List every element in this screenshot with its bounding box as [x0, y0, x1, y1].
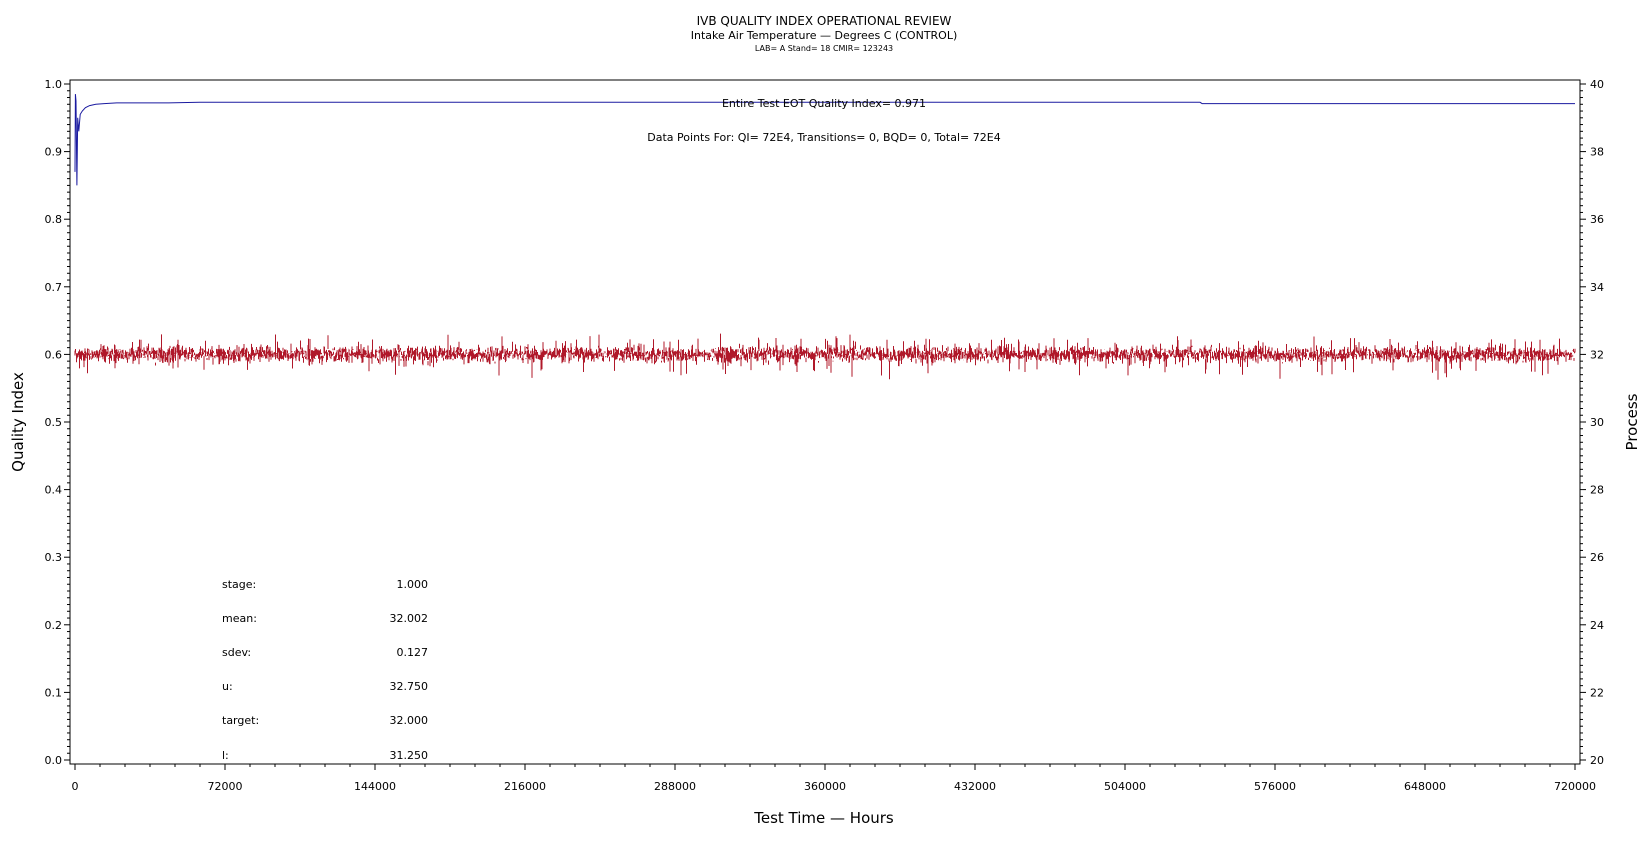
x-tick-label: 432000	[954, 780, 996, 793]
chart-subtitle: Intake Air Temperature — Degrees C (CONT…	[691, 29, 958, 42]
stat-label: l:	[222, 749, 229, 762]
y-tick-label: 0.6	[45, 348, 63, 361]
y-tick-label: 0.1	[45, 686, 63, 699]
y2-tick-label: 28	[1590, 484, 1604, 497]
left-axis-ticks: 0.0 0.1 0.2 0.3 0.4 0.5 0.6 0.7 0.8 0.9 1.0	[45, 78, 70, 767]
stats-block: stage: 1.000 mean: 32.002 sdev: 0.127 u: 32.750…	[222, 578, 428, 762]
quality-index-line	[74, 94, 1575, 186]
y2-axis-label: Process	[1623, 393, 1641, 450]
y-tick-label: 1.0	[45, 78, 63, 91]
quality-index-series	[74, 94, 1575, 186]
x-axis-label: Test Time — Hours	[753, 809, 894, 827]
stat-value: 32.002	[390, 612, 429, 625]
y2-tick-label: 20	[1590, 754, 1604, 767]
x-axis-ticks: 0 72000 144000 216000 288000 360000 432000 5040…	[72, 764, 1596, 793]
chart-subsubtitle: LAB= A Stand= 18 CMIR= 123243	[755, 44, 893, 53]
y2-tick-label: 38	[1590, 146, 1604, 159]
process-series	[74, 333, 1576, 380]
x-tick-label: 504000	[1104, 780, 1146, 793]
y2-tick-label: 30	[1590, 416, 1604, 429]
stat-label: sdev:	[222, 646, 251, 659]
x-tick-label: 216000	[504, 780, 546, 793]
y2-tick-label: 24	[1590, 619, 1604, 632]
y2-tick-label: 40	[1590, 78, 1604, 91]
stat-value: 32.750	[390, 680, 429, 693]
y2-tick-label: 32	[1590, 348, 1604, 361]
chart-title: IVB QUALITY INDEX OPERATIONAL REVIEW	[697, 14, 952, 28]
y-tick-label: 0.0	[45, 754, 63, 767]
stat-value: 31.250	[390, 749, 429, 762]
stat-label: target:	[222, 714, 259, 727]
stat-label: mean:	[222, 612, 257, 625]
y2-tick-label: 34	[1590, 281, 1604, 294]
y-axis-label: Quality Index	[9, 372, 27, 472]
plot-frame	[69, 79, 1581, 765]
x-tick-label: 0	[72, 780, 79, 793]
y-tick-label: 0.2	[45, 619, 63, 632]
y2-tick-label: 36	[1590, 213, 1604, 226]
y-tick-label: 0.5	[45, 416, 63, 429]
x-tick-label: 648000	[1404, 780, 1446, 793]
y2-tick-label: 22	[1590, 686, 1604, 699]
y-tick-label: 0.4	[45, 484, 63, 497]
stat-value: 0.127	[397, 646, 429, 659]
stat-label: u:	[222, 680, 233, 693]
stat-label: stage:	[222, 578, 256, 591]
stat-value: 32.000	[390, 714, 429, 727]
data-points-annotation: Data Points For: QI= 72E4, Transitions= …	[647, 131, 1000, 144]
process-trace	[74, 333, 1576, 380]
y-tick-label: 0.7	[45, 281, 63, 294]
x-tick-label: 72000	[208, 780, 243, 793]
eot-quality-index-annotation: Entire Test EOT Quality Index= 0.971	[722, 97, 926, 110]
y2-tick-label: 26	[1590, 551, 1604, 564]
x-tick-label: 720000	[1554, 780, 1596, 793]
x-tick-label: 144000	[354, 780, 396, 793]
right-axis-ticks: 20 22 24 26 28 30 32 34 36 38 40	[1580, 78, 1604, 767]
x-tick-label: 288000	[654, 780, 696, 793]
y-tick-label: 0.3	[45, 551, 63, 564]
x-tick-label: 576000	[1254, 780, 1296, 793]
y-tick-label: 0.9	[45, 146, 63, 159]
stat-value: 1.000	[397, 578, 429, 591]
x-tick-label: 360000	[804, 780, 846, 793]
y-tick-label: 0.8	[45, 213, 63, 226]
